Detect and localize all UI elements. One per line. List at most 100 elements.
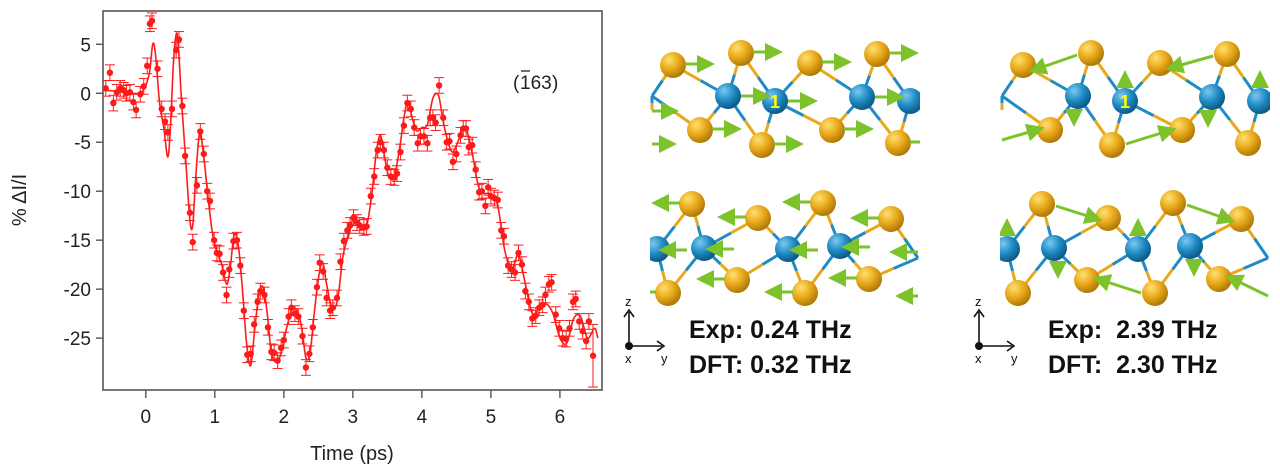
chalcogen-atom bbox=[792, 280, 818, 306]
chalcogen-atom bbox=[679, 191, 705, 217]
data-point bbox=[344, 227, 351, 234]
x-tick-label: 5 bbox=[486, 407, 497, 428]
data-point bbox=[223, 291, 230, 299]
data-point bbox=[511, 269, 519, 276]
data-point bbox=[572, 295, 579, 303]
chalcogen-atom bbox=[856, 266, 882, 292]
chalcogen-atom bbox=[864, 41, 890, 67]
chalcogen-atom bbox=[1078, 40, 1104, 66]
metal-atom bbox=[1041, 235, 1067, 261]
data-point bbox=[424, 140, 431, 147]
data-point bbox=[469, 141, 476, 149]
chalcogen-atom bbox=[797, 50, 823, 76]
data-point bbox=[548, 279, 555, 286]
chalcogen-atom bbox=[1029, 191, 1055, 217]
miller-index-annotation: ( 163 ) bbox=[513, 70, 558, 94]
data-point bbox=[384, 164, 391, 171]
data-point bbox=[407, 105, 415, 113]
data-point bbox=[306, 350, 313, 357]
data-point bbox=[206, 197, 214, 205]
data-point bbox=[237, 262, 244, 269]
data-point bbox=[582, 337, 590, 345]
x-tick-label: 0 bbox=[141, 407, 152, 428]
metal-atom bbox=[849, 84, 875, 110]
data-point bbox=[264, 324, 272, 331]
chalcogen-atom bbox=[1235, 130, 1261, 156]
data-point bbox=[585, 318, 593, 325]
chalcogen-atom bbox=[1147, 50, 1173, 76]
data-point bbox=[200, 150, 207, 158]
data-point bbox=[233, 236, 241, 244]
data-point bbox=[226, 266, 233, 273]
displacement-arrow bbox=[1125, 125, 1177, 146]
data-point bbox=[367, 192, 374, 200]
displacement-arrow bbox=[1055, 204, 1103, 224]
data-point bbox=[542, 291, 549, 299]
data-point bbox=[285, 313, 292, 320]
data-point bbox=[132, 106, 140, 114]
data-point bbox=[148, 17, 156, 24]
x-tick-label: 6 bbox=[555, 407, 566, 428]
metal-atom bbox=[1247, 88, 1270, 114]
data-point bbox=[316, 259, 323, 266]
dft-value: 0.32 THz bbox=[750, 351, 852, 379]
y-tick-label: -5 bbox=[74, 133, 91, 154]
dft-frequency-right: DFT: 2.30 THz bbox=[1048, 353, 1218, 378]
exp-label: Exp: bbox=[1048, 316, 1110, 344]
data-points bbox=[103, 12, 599, 388]
chalcogen-atom bbox=[885, 130, 911, 156]
chalcogen-atom bbox=[1074, 267, 1100, 293]
data-point bbox=[219, 269, 227, 276]
chalcogen-atom bbox=[1206, 266, 1232, 292]
y-tick-label: -10 bbox=[64, 182, 91, 203]
metal-atom bbox=[650, 236, 670, 262]
data-point bbox=[500, 233, 508, 240]
data-point bbox=[453, 150, 460, 158]
data-point bbox=[400, 122, 408, 129]
data-point bbox=[589, 352, 597, 359]
x-tick-label: 1 bbox=[210, 407, 221, 428]
metal-atom bbox=[775, 236, 801, 262]
svg-text:(: ( bbox=[513, 73, 520, 94]
chalcogen-atom bbox=[655, 280, 681, 306]
y-tick-label: -20 bbox=[64, 280, 91, 301]
x-axis-title: Time (ps) bbox=[310, 443, 394, 465]
x-axis-label: x bbox=[625, 351, 632, 366]
data-point bbox=[515, 249, 522, 257]
chalcogen-atom bbox=[1005, 280, 1031, 306]
data-point bbox=[478, 187, 486, 195]
axes-indicator-left: z x y bbox=[623, 294, 668, 366]
exp-frequency-left: Exp: 0.24 THz bbox=[689, 318, 852, 343]
data-point bbox=[302, 364, 310, 371]
chalcogen-atom bbox=[819, 117, 845, 143]
atom-index-label: 1 bbox=[1120, 92, 1130, 112]
chalcogen-atom bbox=[1099, 132, 1125, 158]
dft-frequency-left: DFT: 0.32 THz bbox=[689, 353, 852, 378]
data-point bbox=[161, 118, 169, 125]
data-point bbox=[309, 324, 317, 331]
data-point bbox=[106, 69, 114, 76]
metal-atom bbox=[827, 233, 853, 259]
data-point bbox=[210, 236, 218, 244]
data-point bbox=[525, 298, 533, 306]
data-point bbox=[562, 335, 570, 343]
data-point bbox=[429, 114, 437, 121]
data-point bbox=[319, 268, 327, 275]
data-point bbox=[363, 223, 370, 230]
data-point bbox=[333, 294, 341, 302]
displacement-arrow bbox=[1186, 203, 1236, 225]
data-point bbox=[181, 152, 189, 160]
time-trace-chart: 5 0 -5 -10 -15 -20 -25 0 1 2 3 4 5 6 Time (ps) % ΔI/… bbox=[9, 10, 603, 465]
metal-atom bbox=[897, 88, 920, 114]
data-point bbox=[566, 325, 573, 332]
data-point bbox=[189, 238, 196, 246]
chalcogen-atom bbox=[1095, 205, 1121, 231]
data-point bbox=[472, 166, 479, 173]
data-point bbox=[295, 313, 302, 320]
data-point bbox=[340, 237, 348, 245]
data-point bbox=[179, 102, 186, 110]
displacement-arrow bbox=[1092, 274, 1142, 295]
data-point bbox=[446, 138, 453, 145]
data-point bbox=[143, 62, 151, 70]
